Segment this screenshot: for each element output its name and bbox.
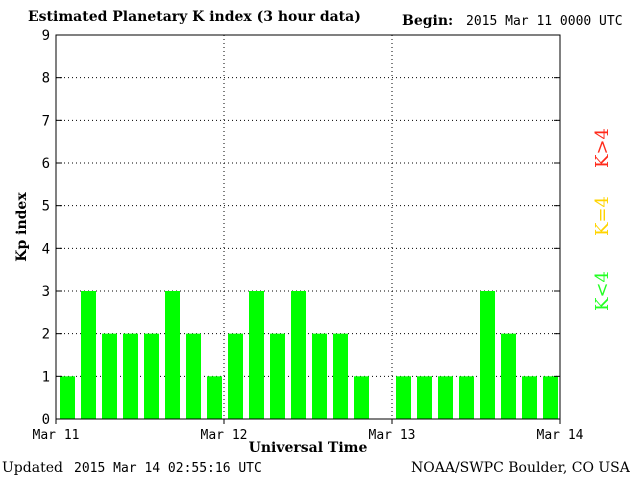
y-tick-label-6: 6 (42, 156, 50, 172)
y-tick-label-2: 2 (42, 327, 50, 343)
kp-bar-8 (228, 333, 243, 419)
kp-bar-18 (438, 376, 453, 419)
kp-bar-1 (81, 291, 96, 419)
source-credit: NOAA/SWPC Boulder, CO USA (411, 460, 630, 476)
y-axis-label: Kp index (14, 192, 30, 262)
kp-bar-19 (459, 376, 474, 419)
kp-bar-6 (186, 333, 201, 419)
legend-item-2: K<4 (592, 271, 613, 311)
legend-item-0: K>4 (592, 128, 613, 168)
kp-bar-22 (522, 376, 537, 419)
kp-bar-16 (396, 376, 411, 419)
kp-bar-10 (270, 333, 285, 419)
y-tick-label-4: 4 (42, 241, 50, 257)
x-tick-label-1: Mar 12 (201, 428, 248, 443)
kp-bar-3 (123, 333, 138, 419)
kp-bar-4 (144, 333, 159, 419)
kp-bar-5 (165, 291, 180, 419)
x-tick-label-2: Mar 13 (369, 428, 416, 443)
chart-title: Estimated Planetary K index (3 hour data… (28, 9, 361, 25)
x-tick-label-0: Mar 11 (33, 428, 80, 443)
kp-bar-9 (249, 291, 264, 419)
kp-bar-21 (501, 333, 516, 419)
y-tick-label-5: 5 (42, 199, 50, 215)
y-tick-label-0: 0 (42, 412, 50, 428)
legend-item-1: K=4 (592, 196, 613, 236)
y-tick-label-1: 1 (42, 369, 50, 385)
kp-bar-0 (60, 376, 75, 419)
kp-bar-12 (312, 333, 327, 419)
kp-bar-23 (543, 376, 558, 419)
begin-label: Begin: (402, 13, 454, 29)
y-tick-label-7: 7 (42, 113, 50, 129)
kp-bar-13 (333, 333, 348, 419)
y-tick-label-9: 9 (42, 28, 50, 44)
x-axis-label: Universal Time (249, 440, 368, 456)
kp-bar-11 (291, 291, 306, 419)
y-tick-label-8: 8 (42, 71, 50, 87)
kp-bar-7 (207, 376, 222, 419)
plot-frame (55, 34, 561, 420)
kp-bar-14 (354, 376, 369, 419)
updated-timestamp: 2015 Mar 14 02:55:16 UTC (74, 461, 262, 476)
kp-bar-17 (417, 376, 432, 419)
kp-bar-2 (102, 333, 117, 419)
y-tick-label-3: 3 (42, 284, 50, 300)
kp-bar-20 (480, 291, 495, 419)
x-tick-label-3: Mar 14 (537, 428, 584, 443)
updated-label: Updated (2, 460, 63, 476)
begin-value: 2015 Mar 11 0000 UTC (466, 14, 623, 29)
